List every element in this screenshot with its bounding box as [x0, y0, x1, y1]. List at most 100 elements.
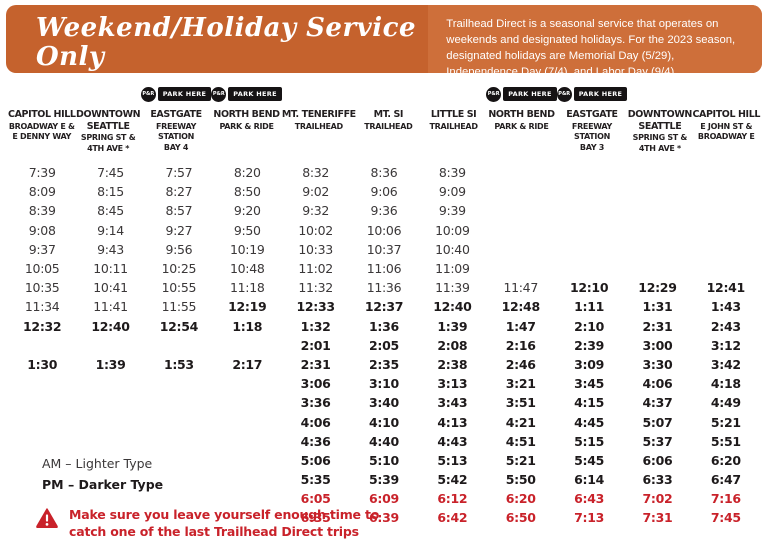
time-grid: 7:39 7:45 7:57 8:20 8:32 8:36 8:39 8:09 8:15 8:27…: [8, 163, 760, 528]
time-cell: 2:05: [369, 337, 399, 353]
station-name: NORTH BEND: [488, 109, 555, 120]
station-sublabel: PARK & RIDE: [219, 121, 274, 131]
time-cell: 3:51: [505, 395, 536, 411]
time-cell: 9:32: [302, 203, 330, 219]
badge-slot: [76, 84, 141, 104]
time-cell: 6:43: [574, 491, 605, 507]
time-cell: 4:45: [574, 414, 605, 430]
station-name: SEATTLE: [86, 120, 130, 132]
time-cell: 2:08: [437, 337, 468, 353]
time-cell: 4:10: [369, 414, 399, 430]
station-sublabel: TRAILHEAD: [364, 121, 413, 131]
time-cell: 3:09: [574, 356, 605, 372]
station-sublabel: E JOHN ST &: [700, 121, 753, 131]
time-cell: 4:49: [710, 395, 741, 411]
column-header-10: DOWNTOWN SEATTLE SPRING ST & 4TH AVE *: [627, 84, 693, 154]
time-cell: 7:57: [165, 165, 193, 181]
time-cell: 9:37: [28, 241, 56, 257]
time-cell: 10:05: [24, 261, 60, 277]
time-cell: 2:16: [505, 337, 536, 353]
park-and-ride-badge: P&R PARK HERE: [486, 86, 557, 102]
time-cell: 4:37: [642, 395, 673, 411]
station-sublabel: 4TH AVE *: [87, 143, 130, 153]
time-cell: 11:02: [298, 261, 333, 277]
time-cell: 11:41: [93, 299, 128, 315]
time-cell: 12:32: [23, 318, 62, 334]
pr-circle-icon: P&R: [556, 86, 572, 102]
time-cell: 9:56: [165, 241, 193, 257]
time-cell: 3:00: [642, 337, 673, 353]
time-cell: 5:45: [574, 452, 605, 468]
time-cell: 1:39: [95, 356, 126, 372]
time-cell: 9:50: [233, 222, 261, 238]
time-cell: 6:47: [710, 472, 741, 488]
time-cell: 11:39: [435, 280, 470, 296]
time-cell: 5:10: [369, 452, 399, 468]
time-cell: 10:25: [161, 261, 197, 277]
time-cell: 3:42: [710, 356, 741, 372]
time-cell: 8:39: [438, 165, 466, 181]
time-cell: 2:38: [437, 356, 468, 372]
time-cell: 10:35: [24, 280, 60, 296]
time-cell: 1:36: [369, 318, 399, 334]
time-cell: 1:43: [710, 299, 741, 315]
badge-slot: [692, 84, 760, 104]
station-name: LITTLE SI: [430, 109, 477, 120]
park-here-label: PARK HERE: [573, 87, 628, 101]
time-cell: 3:12: [710, 337, 741, 353]
station-name: EASTGATE: [150, 109, 202, 120]
station-name: DOWNTOWN: [627, 109, 693, 120]
station-sublabel: E DENNY WAY: [12, 132, 72, 141]
time-cell: 6:20: [710, 452, 741, 468]
time-cell: 4:36: [300, 433, 331, 449]
time-cell: 12:54: [159, 318, 199, 334]
time-cell: 9:06: [370, 184, 398, 200]
last-trip-warning: Make sure you leave yourself enough time…: [36, 506, 379, 540]
time-cell: 5:13: [437, 452, 468, 468]
time-cell: 7:02: [642, 491, 673, 507]
time-cell: 5:39: [369, 472, 399, 488]
time-cell: 12:29: [638, 280, 677, 296]
station-sublabel: FREEWAY: [155, 121, 197, 131]
time-cell: 10:06: [366, 222, 402, 238]
time-cell: 5:35: [300, 472, 331, 488]
pr-circle-icon: P&R: [140, 86, 156, 102]
time-cell: 8:15: [97, 184, 124, 200]
station-sublabel: BROADWAY E: [697, 132, 755, 141]
time-cell: 1:18: [232, 318, 263, 334]
column-header-1: CAPITOL HILL BROADWAY E & E DENNY WAY: [8, 84, 76, 154]
time-cell: 5:51: [710, 433, 741, 449]
time-cell: 11:32: [298, 280, 333, 296]
seasonal-service-note: Trailhead Direct is a seasonal service t…: [428, 5, 762, 73]
time-cell: 7:45: [97, 165, 124, 181]
banner-left: Weekend/Holiday Service Only MAY 13 – SE…: [6, 5, 428, 73]
time-cell: 7:39: [28, 165, 56, 181]
time-cell: 9:09: [438, 184, 466, 200]
time-cell: 10:48: [230, 261, 265, 277]
time-cell: 1:32: [300, 318, 331, 334]
column-header-4: P&R PARK HERE NORTH BEND PARK & RIDE: [211, 84, 282, 154]
park-here-label: PARK HERE: [228, 87, 282, 101]
time-cell: 8:50: [233, 184, 261, 200]
time-cell: 1:53: [163, 356, 194, 372]
time-cell: 5:21: [710, 414, 741, 430]
park-here-label: PARK HERE: [503, 87, 557, 101]
warning-triangle-icon: [36, 508, 58, 533]
time-cell: 8:39: [28, 203, 56, 219]
park-here-label: PARK HERE: [157, 87, 212, 101]
time-cell: 6:35: [300, 510, 331, 526]
station-name: CAPITOL HILL: [8, 109, 76, 120]
time-cell: 6:20: [505, 491, 536, 507]
time-cell: 6:33: [642, 472, 673, 488]
time-cell: 3:43: [437, 395, 468, 411]
header-banner: Weekend/Holiday Service Only MAY 13 – SE…: [6, 5, 762, 73]
time-cell: 10:33: [298, 241, 333, 257]
time-cell: 10:02: [298, 222, 333, 238]
time-cell: 10:11: [93, 261, 128, 277]
time-cell: 12:37: [364, 299, 404, 315]
time-cell: 4:13: [437, 414, 468, 430]
time-cell: 11:06: [366, 261, 402, 277]
time-cell: 3:36: [300, 395, 331, 411]
time-cell: 9:02: [302, 184, 330, 200]
